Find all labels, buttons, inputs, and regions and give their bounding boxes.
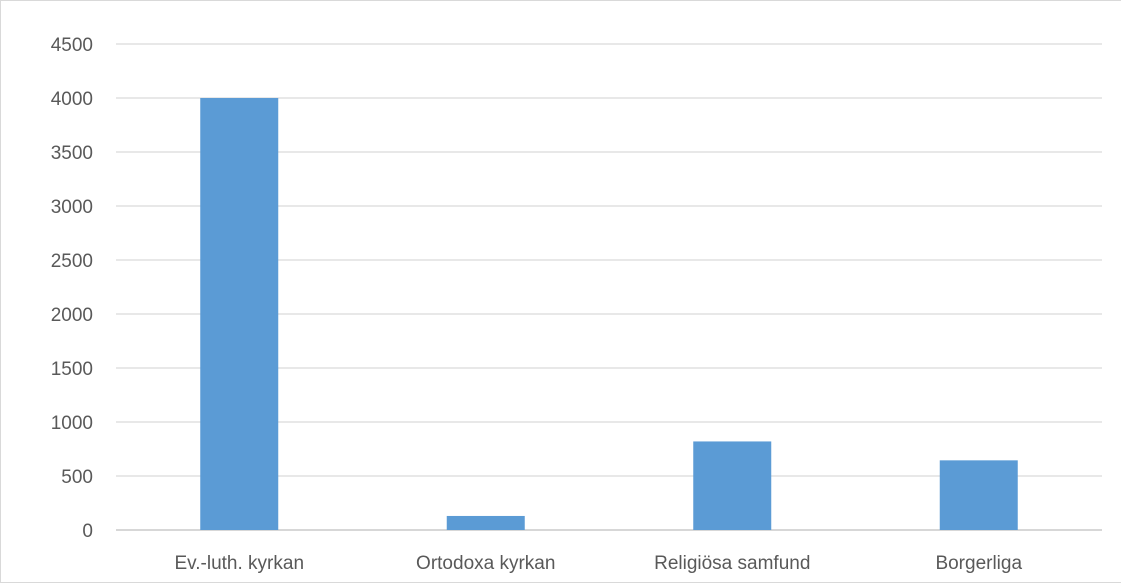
bar bbox=[693, 441, 772, 530]
bar bbox=[200, 98, 279, 530]
x-category-label: Religiösa samfund bbox=[654, 553, 810, 574]
y-tick-label: 500 bbox=[61, 467, 93, 488]
y-tick-label: 4000 bbox=[51, 89, 93, 110]
y-tick-label: 0 bbox=[82, 521, 93, 542]
x-category-label: Ortodoxa kyrkan bbox=[416, 553, 555, 574]
y-tick-label: 3500 bbox=[51, 143, 93, 164]
y-tick-label: 4500 bbox=[51, 35, 93, 56]
x-category-label: Ev.-luth. kyrkan bbox=[174, 553, 304, 574]
y-tick-label: 2000 bbox=[51, 305, 93, 326]
y-tick-label: 2500 bbox=[51, 251, 93, 272]
x-category-label: Borgerliga bbox=[935, 553, 1022, 574]
y-tick-label: 1500 bbox=[51, 359, 93, 380]
bar bbox=[939, 460, 1018, 530]
y-tick-label: 1000 bbox=[51, 413, 93, 434]
y-tick-label: 3000 bbox=[51, 197, 93, 218]
bar bbox=[446, 515, 525, 530]
